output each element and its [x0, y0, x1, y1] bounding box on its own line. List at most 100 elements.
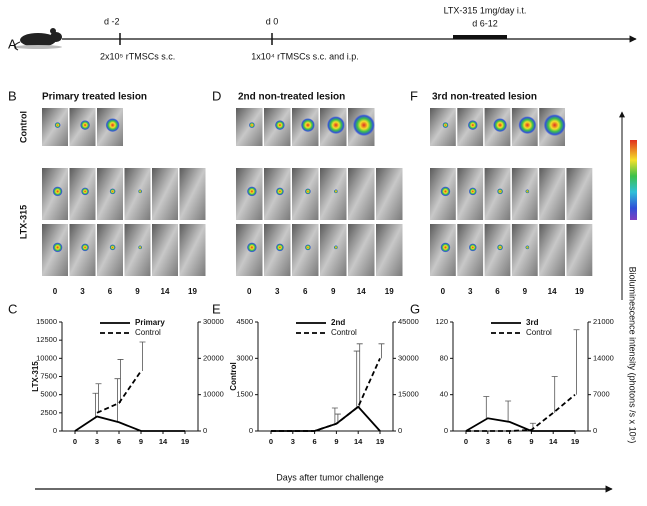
mouse-image [292, 168, 319, 220]
x-tick-label: 6 [508, 437, 512, 446]
signal-blob [304, 244, 311, 251]
legend-label: Control [331, 328, 357, 337]
day-label: 3 [275, 287, 280, 296]
error-bar [95, 383, 102, 413]
y-tick-label: 1500 [236, 390, 253, 399]
mouse-image [236, 108, 263, 146]
error-bar [139, 341, 146, 372]
series-line [96, 370, 142, 414]
x-tick-label: 9 [334, 437, 338, 446]
error-bar [356, 343, 363, 407]
mouse-image [124, 168, 151, 220]
mouse-image [152, 168, 178, 220]
y2-tick-label: 10000 [203, 390, 224, 399]
x-tick-label: 14 [354, 437, 363, 446]
signal-blob [304, 188, 311, 195]
colorbar-label: Bioluminescence intensity (photons /s x … [628, 267, 638, 444]
series-line [74, 415, 185, 432]
signal-blob [493, 118, 508, 133]
y2-tick-label: 21000 [593, 317, 614, 326]
mouse-image [430, 108, 456, 146]
error-bar [551, 376, 558, 413]
mouse-image [320, 168, 347, 220]
series-line [271, 405, 381, 432]
day-label: 19 [385, 287, 394, 296]
mouse-image [348, 224, 375, 276]
error-bar [92, 392, 99, 417]
y2-tick-label: 30000 [203, 317, 224, 326]
y-tick-label: 10000 [36, 353, 57, 362]
day-label: 6 [108, 287, 113, 296]
error-bar [573, 329, 580, 395]
signal-blob [497, 244, 504, 251]
imaging-title: 3rd non-treated lesion [432, 92, 537, 103]
y2-tick-label: 0 [398, 426, 402, 435]
error-bar [114, 378, 121, 423]
x-tick-label: 0 [269, 437, 273, 446]
y-tick-label: 0 [444, 426, 448, 435]
legend-label: Primary [135, 318, 165, 327]
imaging-title: 2nd non-treated lesion [238, 92, 345, 103]
x-tick-label: 3 [486, 437, 490, 446]
x-tick-label: 0 [464, 437, 468, 446]
signal-blob [442, 122, 449, 129]
y-tick-label: 15000 [36, 317, 57, 326]
signal-blob [326, 116, 345, 135]
signal-blob [467, 120, 478, 131]
mouse-image [539, 224, 565, 276]
signal-blob [468, 187, 477, 196]
signal-blob [468, 243, 477, 252]
signal-blob [246, 186, 257, 197]
mouse-image [152, 224, 178, 276]
x-tick-label: 3 [291, 437, 295, 446]
signal-blob [52, 242, 63, 253]
signal-blob [109, 244, 116, 251]
signal-blob [525, 245, 530, 250]
error-bar [117, 359, 124, 404]
panel-label: G [410, 301, 420, 316]
day-label: 19 [188, 287, 197, 296]
imaging-grid [42, 108, 206, 276]
signal-blob [54, 122, 61, 129]
mouse-image [511, 224, 538, 276]
mouse-image [97, 168, 123, 220]
mouse-image [348, 168, 375, 220]
day-label: 14 [161, 287, 170, 296]
panel-label: A [8, 36, 17, 51]
event-note: 2x10⁵ rTMSCs s.c. [100, 51, 175, 61]
day-label: 0 [441, 287, 446, 296]
series-line [466, 393, 576, 432]
signal-blob [518, 116, 537, 135]
mouse-image [376, 168, 403, 220]
signal-blob [81, 187, 90, 196]
signal-blob [80, 120, 91, 131]
day-label: 9 [331, 287, 336, 296]
y2-tick-label: 7000 [593, 390, 610, 399]
panel-label: F [410, 88, 418, 103]
mouse-image [179, 224, 206, 276]
x-tick-label: 9 [529, 437, 533, 446]
y-tick-label: 3000 [236, 353, 253, 362]
signal-blob [497, 188, 504, 195]
x-tick-label: 19 [181, 437, 189, 446]
legend-label: Control [526, 328, 552, 337]
treatment-bar [453, 35, 507, 39]
imaging-grid [236, 108, 403, 276]
y-tick-label: 7500 [40, 371, 57, 380]
error-bar [505, 400, 512, 422]
series-line [465, 417, 575, 432]
y-tick-label: 0 [53, 426, 57, 435]
x-tick-label: 14 [549, 437, 558, 446]
signal-blob [138, 189, 143, 194]
signal-blob [138, 245, 143, 250]
y-tick-label: 40 [440, 390, 448, 399]
mouse-image [42, 108, 68, 146]
signal-blob [275, 187, 284, 196]
x-tick-label: 6 [313, 437, 317, 446]
day-label: 0 [53, 287, 58, 296]
y2-tick-label: 15000 [398, 390, 419, 399]
y-tick-label: 5000 [40, 390, 57, 399]
y2-tick-label: 0 [593, 426, 597, 435]
panel-label: B [8, 88, 17, 103]
